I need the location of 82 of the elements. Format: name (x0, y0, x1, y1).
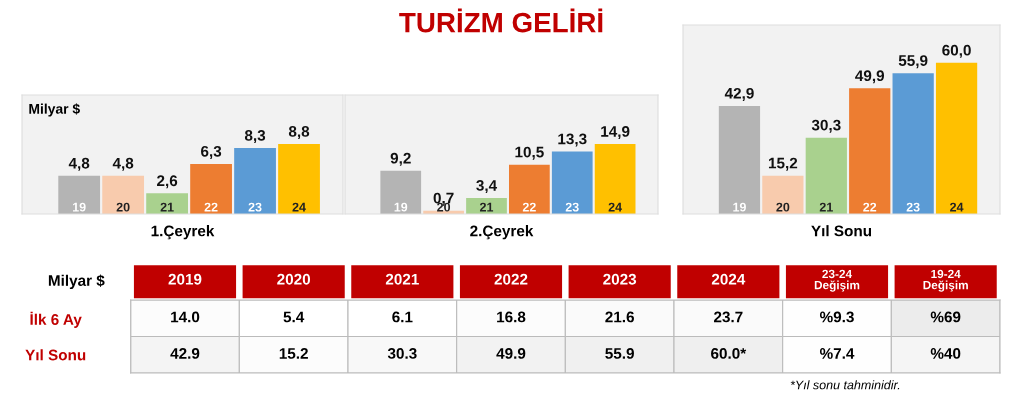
data-label: 30,3 (811, 119, 841, 133)
data-label: 13,3 (558, 133, 587, 147)
bar (58, 175, 101, 214)
x-tick-label: 20 (776, 202, 790, 212)
data-label: 49,9 (855, 70, 885, 84)
bar (509, 164, 550, 214)
x-tick-label: 22 (204, 202, 218, 212)
data-label: 21.6 (605, 311, 634, 323)
chart-title: TURİZM GELİRİ (399, 8, 603, 33)
bar (380, 170, 422, 214)
text: *Yıl sonu tahminidir. (790, 380, 900, 390)
data-label: 60,0 (942, 44, 971, 58)
data-label: %40 (930, 348, 961, 359)
x-tick-label: 19-24 Değişim (923, 269, 968, 292)
x-tick-label: 21 (160, 202, 174, 212)
x-tick-label: 22 (863, 202, 877, 212)
data-label: 42,9 (724, 87, 754, 101)
x-tick-label: 20 (116, 202, 130, 212)
data-label: %7.4 (819, 348, 855, 359)
y-tick-label: İlk 6 Ay (30, 311, 82, 328)
data-label: %69 (930, 311, 961, 323)
x-tick-label: 24 (608, 202, 623, 212)
x-tick-label: 24 (292, 202, 306, 212)
data-label: 15,2 (768, 157, 798, 171)
bar (234, 147, 276, 214)
x-axis-title: 2.Çeyrek (470, 225, 534, 240)
x-tick-label: 21 (479, 202, 494, 212)
bar (551, 151, 593, 214)
data-label: 9,2 (390, 152, 411, 166)
data-label: 30.3 (387, 348, 417, 359)
data-label: 6.1 (392, 311, 413, 323)
data-label: 14.0 (171, 311, 200, 323)
data-label: %9.3 (819, 311, 854, 323)
bar (805, 137, 847, 214)
data-label: 16.8 (497, 311, 526, 323)
y-axis-title: Milyar $ (48, 274, 105, 289)
data-label: 2,6 (157, 175, 178, 189)
data-label: 15.2 (279, 348, 308, 359)
data-label: 42.9 (170, 348, 200, 359)
data-label: 8,3 (244, 129, 266, 144)
data-label: 10,5 (515, 146, 544, 160)
x-tick-label: 23 (248, 202, 262, 212)
x-tick-label: 2020 (277, 273, 311, 285)
data-label: 4,8 (68, 157, 90, 171)
bar (718, 105, 761, 214)
x-tick-label: 23 (565, 202, 579, 212)
x-tick-label: 19 (733, 202, 746, 212)
data-label: 60.0* (711, 348, 747, 359)
data-label: 49.9 (496, 348, 526, 359)
bar (146, 193, 188, 214)
bar (762, 175, 804, 214)
x-tick-label: 19 (394, 202, 408, 212)
data-label: 5.4 (283, 311, 305, 323)
x-axis-title: 1.Çeyrek (151, 225, 215, 240)
x-tick-label: 19 (73, 202, 86, 212)
x-tick-label: 2019 (168, 273, 202, 285)
data-label: 23.7 (714, 311, 743, 323)
x-tick-label: 2024 (711, 273, 746, 285)
x-tick-label: 24 (950, 202, 964, 212)
x-tick-label: 2021 (385, 273, 419, 285)
data-label: 6,3 (201, 145, 222, 159)
data-label: 8,8 (288, 126, 310, 140)
bar (102, 175, 145, 214)
x-tick-label: 2022 (494, 273, 528, 285)
bar (935, 62, 978, 214)
bar (190, 163, 232, 214)
bar (849, 88, 891, 214)
bar (892, 73, 934, 214)
x-tick-label: 23 (906, 202, 920, 212)
data-label: 55,9 (898, 55, 928, 69)
data-label: 55.9 (605, 348, 634, 359)
data-label: 3,4 (476, 180, 498, 194)
x-tick-label: 21 (819, 202, 833, 212)
x-axis-title: Yıl Sonu (811, 225, 872, 237)
data-label: 14,9 (601, 126, 630, 140)
y-axis-title: Milyar $ (29, 103, 80, 117)
x-tick-label: 2023 (603, 273, 637, 285)
x-tick-label: 23-24 Değişim (814, 269, 860, 292)
x-tick-label: 22 (522, 202, 536, 212)
bar (278, 144, 320, 214)
bar (594, 144, 636, 214)
data-label: 4,8 (112, 157, 134, 171)
